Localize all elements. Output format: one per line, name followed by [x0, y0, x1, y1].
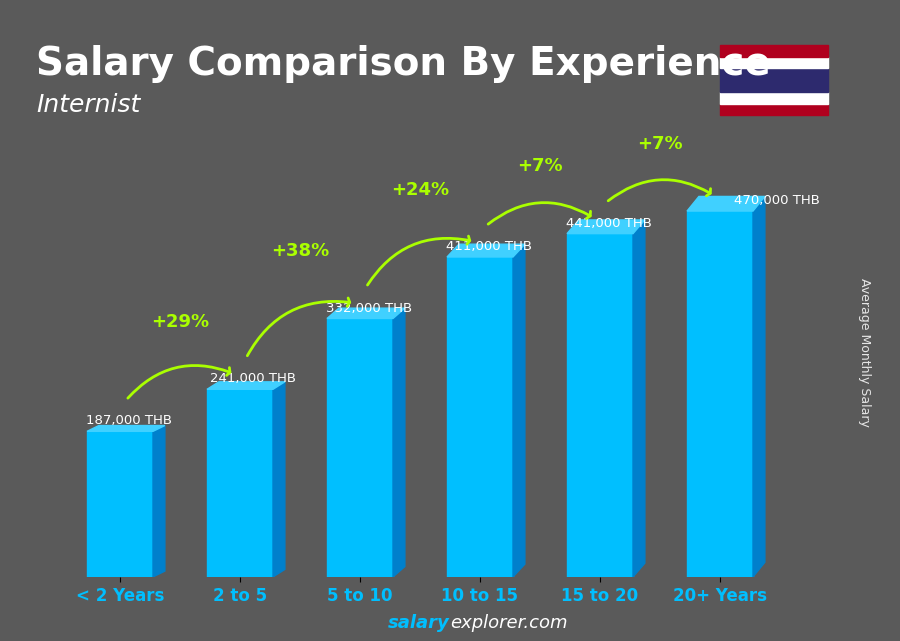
Text: explorer.com: explorer.com — [450, 614, 568, 632]
Text: +38%: +38% — [271, 242, 329, 260]
Bar — [447, 257, 513, 577]
Polygon shape — [753, 196, 765, 577]
Text: +7%: +7% — [637, 135, 683, 153]
Polygon shape — [513, 244, 525, 577]
Text: 332,000 THB: 332,000 THB — [327, 302, 412, 315]
Polygon shape — [327, 308, 405, 319]
Bar — [720, 104, 828, 115]
Bar — [327, 319, 393, 577]
Bar — [720, 92, 828, 104]
Polygon shape — [153, 426, 165, 577]
Polygon shape — [687, 196, 765, 211]
Polygon shape — [393, 308, 405, 577]
Text: 241,000 THB: 241,000 THB — [210, 372, 296, 385]
Text: +7%: +7% — [518, 157, 562, 175]
Bar — [720, 45, 828, 56]
Polygon shape — [633, 220, 645, 577]
Text: Average Monthly Salary: Average Monthly Salary — [858, 278, 870, 427]
Polygon shape — [273, 382, 285, 577]
Bar — [720, 56, 828, 69]
Polygon shape — [207, 382, 285, 389]
Bar — [720, 69, 828, 92]
Polygon shape — [567, 220, 645, 233]
Bar — [567, 233, 633, 577]
Bar — [687, 211, 753, 577]
Text: 411,000 THB: 411,000 THB — [446, 240, 533, 253]
Bar — [87, 431, 153, 577]
Text: Salary Comparison By Experience: Salary Comparison By Experience — [36, 45, 770, 83]
Polygon shape — [87, 426, 165, 431]
Polygon shape — [447, 244, 525, 257]
Text: salary: salary — [388, 614, 450, 632]
Bar — [207, 389, 273, 577]
Text: 441,000 THB: 441,000 THB — [566, 217, 652, 229]
Text: Internist: Internist — [36, 93, 140, 117]
Text: 187,000 THB: 187,000 THB — [86, 415, 173, 428]
Text: +24%: +24% — [391, 181, 449, 199]
Text: +29%: +29% — [151, 313, 209, 331]
Text: 470,000 THB: 470,000 THB — [734, 194, 820, 207]
